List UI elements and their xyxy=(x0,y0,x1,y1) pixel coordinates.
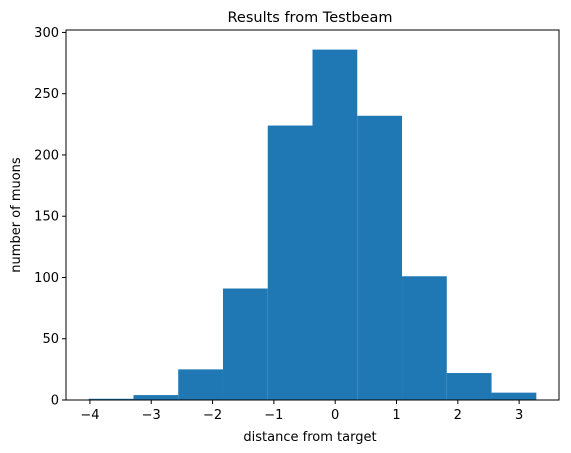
histogram-bar xyxy=(402,276,447,400)
y-tick-label: 300 xyxy=(34,26,59,41)
y-tick-label: 200 xyxy=(34,148,59,163)
x-tick-label: 3 xyxy=(515,408,523,423)
y-axis-ticks: 0 50 100 150 200 250 300 xyxy=(34,26,66,409)
histogram-bar xyxy=(312,49,358,400)
x-axis-label: distance from target xyxy=(243,430,376,445)
histogram-bar xyxy=(222,288,268,400)
chart-title: Results from Testbeam xyxy=(227,10,392,26)
histogram-bar xyxy=(88,398,134,400)
y-tick-label: 100 xyxy=(34,271,59,286)
y-tick-label: 250 xyxy=(34,87,59,102)
histogram-bar xyxy=(357,115,403,400)
x-tick-label: 0 xyxy=(331,408,339,423)
x-tick-label: −4 xyxy=(80,408,99,423)
y-tick-label: 50 xyxy=(42,332,59,347)
y-tick-label: 150 xyxy=(34,210,59,225)
plot-frame xyxy=(65,29,560,401)
histogram-bar xyxy=(491,392,537,400)
y-tick-label: 0 xyxy=(51,394,59,409)
histogram-bar xyxy=(178,369,223,400)
x-tick-label: −1 xyxy=(264,408,283,423)
x-tick-label: −2 xyxy=(203,408,222,423)
x-tick-label: 1 xyxy=(392,408,400,423)
histogram-bar xyxy=(267,125,313,400)
bars-group xyxy=(88,49,537,400)
x-axis-ticks: −4 −3 −2 −1 0 1 2 3 xyxy=(80,400,523,423)
histogram-bar xyxy=(133,395,179,400)
x-tick-label: 2 xyxy=(454,408,462,423)
histogram-bar xyxy=(446,373,492,400)
y-axis-label: number of muons xyxy=(9,157,24,273)
x-tick-label: −3 xyxy=(142,408,161,423)
